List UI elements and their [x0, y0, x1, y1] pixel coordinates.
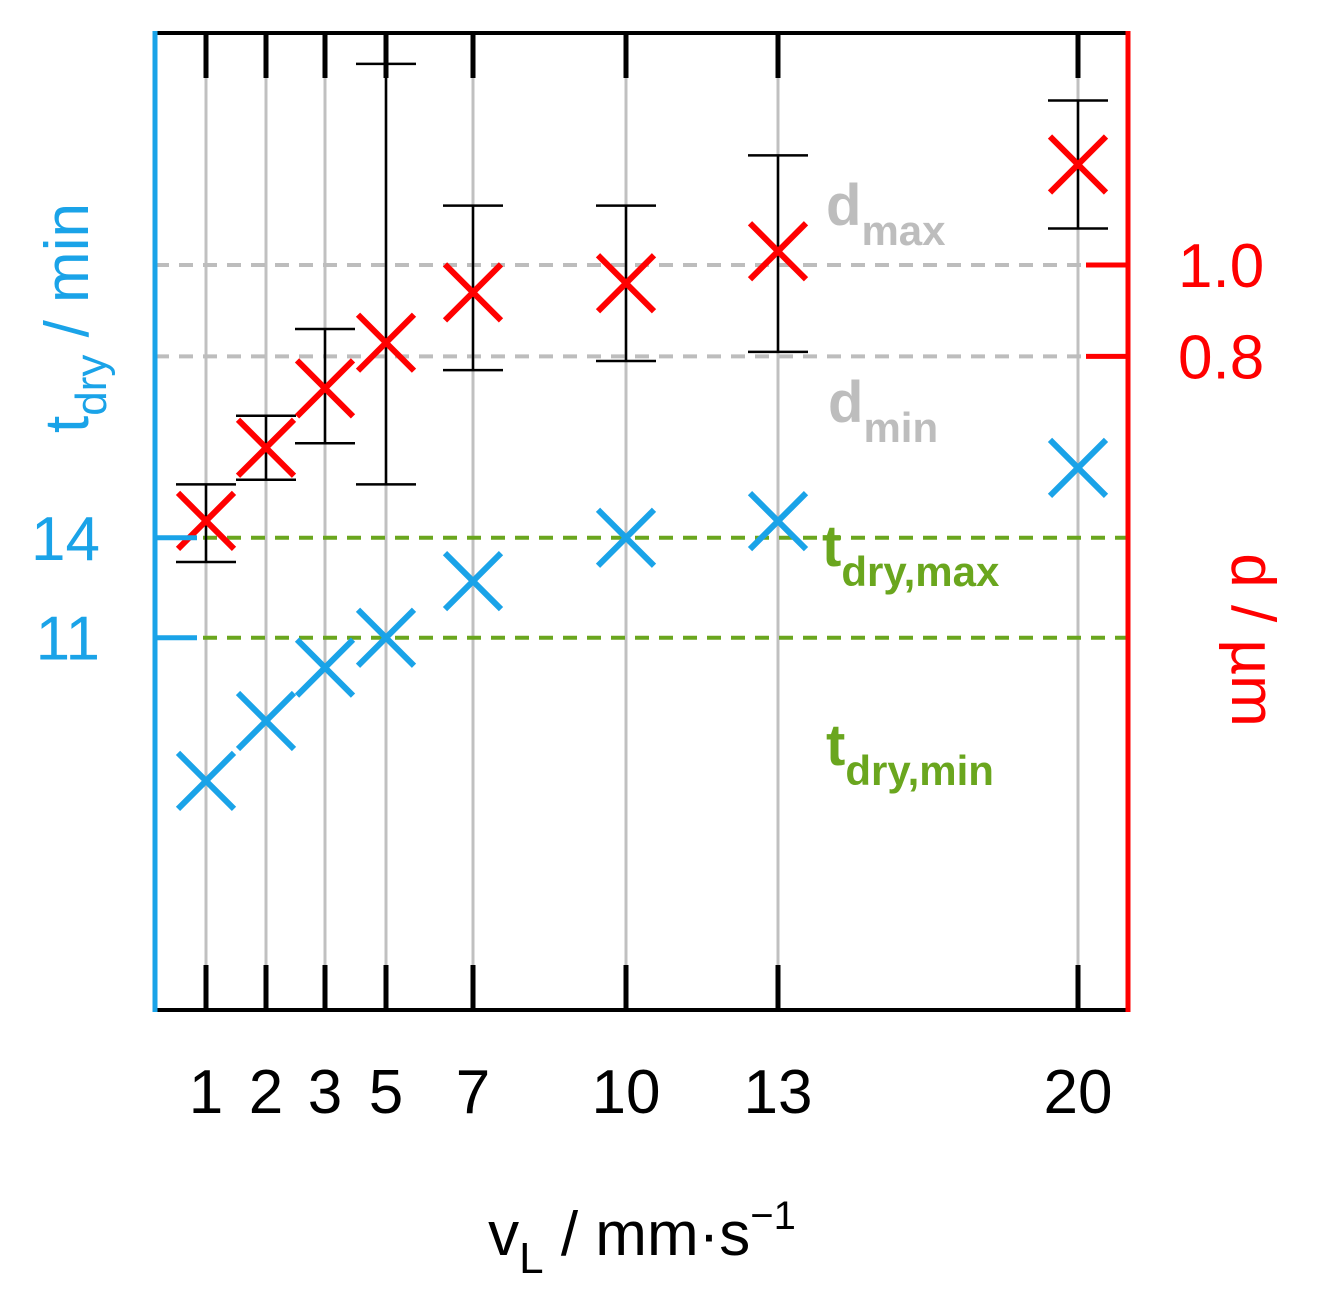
marker-stroke-b [175, 750, 237, 812]
x-tick-label-13: 13 [744, 1058, 813, 1127]
x-axis-title-part: −1 [750, 1194, 796, 1238]
d-point-7 [442, 262, 504, 323]
t-dry-point-10 [595, 507, 657, 568]
data-markers [175, 134, 1109, 812]
x-axis-title-part: v [488, 1200, 519, 1269]
label-t-dry-max: tdry,max [822, 514, 1000, 595]
x-tick-label-3: 3 [308, 1058, 342, 1127]
marker-stroke-b [235, 690, 297, 752]
x-tick-label-5-part: 5 [369, 1058, 403, 1127]
label-t-dry-min-part: t [826, 713, 845, 778]
d-point-13 [747, 221, 809, 282]
marker-stroke-b [235, 417, 297, 478]
x-tick-label-5: 5 [369, 1058, 403, 1127]
x-tick-label-1: 1 [189, 1058, 223, 1127]
marker-stroke-b [442, 550, 504, 612]
t-dry-point-3 [294, 637, 356, 698]
left-axis-title-part: dry [67, 355, 116, 416]
label-d-max-part: max [861, 207, 946, 254]
x-tick-label-2-part: 2 [249, 1058, 283, 1127]
error-bars [176, 62, 1108, 564]
label-d-min-part: d [828, 370, 863, 435]
label-t-dry-max-part: t [822, 514, 841, 579]
x-tick-label-10: 10 [592, 1058, 661, 1127]
marker-stroke-b [747, 491, 809, 552]
d-point-5 [355, 312, 417, 373]
x-tick-label-1-part: 1 [189, 1058, 223, 1127]
d-point-10 [595, 253, 657, 314]
marker-stroke-b [1047, 134, 1109, 195]
right-axis-title: d / µm [1218, 553, 1287, 727]
marker-stroke-b [355, 312, 417, 373]
right-tick-label-0.8-part: 0.8 [1178, 323, 1264, 392]
x-axis-title-part: / mm·s [544, 1200, 751, 1269]
plot-frame [152, 31, 1131, 1012]
marker-stroke-b [1047, 437, 1109, 498]
marker-stroke-b [442, 262, 504, 323]
x-tick-label-2: 2 [249, 1058, 283, 1127]
marker-stroke-b [294, 637, 356, 698]
d-point-20 [1047, 134, 1109, 195]
t-dry-point-13 [747, 491, 809, 552]
t-dry-point-2 [235, 690, 297, 752]
label-d-max: dmax [826, 173, 946, 254]
marker-stroke-b [355, 607, 417, 668]
left-tick-label-14: 14 [31, 505, 100, 574]
t-dry-point-7 [442, 550, 504, 612]
marker-stroke-b [595, 253, 657, 314]
label-d-min-part: min [863, 404, 938, 451]
x-tick-label-10-part: 10 [592, 1058, 661, 1127]
marker-stroke-b [595, 507, 657, 568]
left-tick-label-11: 11 [36, 605, 100, 674]
label-t-dry-min-part: dry,min [845, 747, 994, 794]
right-tick-label-0.8: 0.8 [1178, 323, 1264, 392]
left-axis-title: tdry / min [33, 203, 116, 433]
t-dry-point-20 [1047, 437, 1109, 498]
x-tick-label-7-part: 7 [456, 1058, 490, 1127]
label-d-min: dmin [828, 370, 938, 451]
right-tick-label-1: 1.0 [1178, 232, 1264, 301]
left-tick-label-11-part: 11 [36, 605, 100, 674]
marker-stroke-b [747, 221, 809, 282]
right-axis-title-part: d / µm [1218, 553, 1287, 727]
x-tick-label-3-part: 3 [308, 1058, 342, 1127]
d-point-2 [235, 417, 297, 478]
x-tick-label-20-part: 20 [1044, 1058, 1113, 1127]
marker-stroke-b [294, 358, 356, 419]
x-tick-label-13-part: 13 [744, 1058, 813, 1127]
x-axis-title: vL / mm·s−1 [488, 1194, 796, 1283]
label-t-dry-min: tdry,min [826, 713, 994, 794]
right-tick-label-1-part: 1.0 [1178, 232, 1264, 301]
x-tick-label-7: 7 [456, 1058, 490, 1127]
reference-lines [155, 263, 1128, 640]
x-axis-title-part: L [519, 1234, 543, 1283]
d-point-3 [294, 358, 356, 419]
x-tick-label-20: 20 [1044, 1058, 1113, 1127]
label-t-dry-max-part: dry,max [841, 548, 1000, 595]
t-dry-point-5 [355, 607, 417, 668]
left-axis-title-part: t [33, 416, 102, 433]
t-dry-point-1 [175, 750, 237, 812]
left-tick-label-14-part: 14 [31, 505, 100, 574]
label-d-max-part: d [826, 173, 861, 238]
left-axis-title-part: / min [33, 203, 102, 355]
